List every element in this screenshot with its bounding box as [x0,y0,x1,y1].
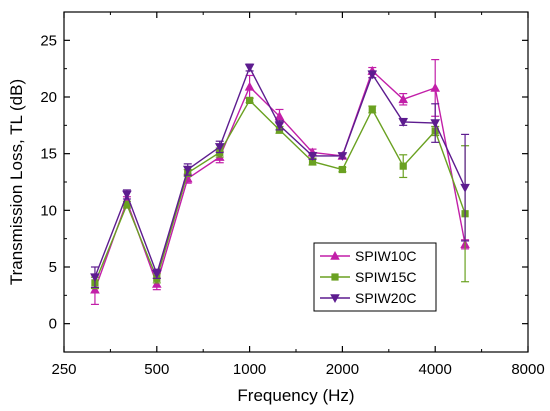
data-point [430,82,440,92]
legend-label: SPIW15C [355,269,416,285]
legend-label: SPIW10C [355,248,416,264]
data-point [152,270,162,279]
y-tick-label: 15 [40,146,57,163]
data-point [90,273,100,283]
data-point [246,96,254,104]
x-axis-title: Frequency (Hz) [237,386,354,405]
x-tick-label: 4000 [419,361,452,378]
y-tick-label: 25 [40,32,57,49]
data-point [399,162,407,170]
data-point [398,94,409,104]
x-axis: 250 500 1000 2000 4000 8000 [51,12,545,378]
y-axis-title: Transmission Loss, TL (dB) [7,79,26,285]
data-point [398,118,409,127]
legend-marker [331,273,339,281]
legend: SPIW10C SPIW15C SPIW20C [313,242,437,312]
data-point [337,152,348,161]
legend-marker [330,294,340,303]
data-point [274,111,285,121]
y-tick-label: 10 [40,202,57,219]
x-tick-label: 2000 [326,361,359,378]
legend-item-spiw15c: SPIW15C [320,269,416,285]
legend-item-spiw10c: SPIW10C [320,248,416,264]
y-tick-label: 0 [49,316,57,333]
legend-marker [330,251,340,260]
legend-label: SPIW20C [355,290,416,306]
data-point [460,183,470,193]
data-point [307,152,318,161]
data-point [182,165,193,175]
data-point [308,158,317,166]
data-point [368,105,376,114]
series-layer [90,58,470,305]
x-tick-label: 8000 [511,361,544,378]
y-axis: 0 5 10 15 20 25 [40,11,528,353]
x-tick-label: 250 [51,361,76,378]
data-point [122,190,132,200]
legend-item-spiw20c: SPIW20C [320,290,416,306]
data-point [244,63,255,73]
data-point [430,119,440,129]
data-point [367,70,378,80]
x-tick-label: 500 [144,361,169,378]
data-point [244,81,255,91]
data-point [274,121,285,131]
x-tick-label: 1000 [233,361,266,378]
y-tick-label: 5 [49,259,57,276]
plot-frame [63,11,529,353]
data-point [214,143,225,152]
series-spiw20c [90,63,470,288]
y-tick-label: 20 [40,89,57,106]
data-point [338,165,346,174]
data-point [123,201,131,209]
